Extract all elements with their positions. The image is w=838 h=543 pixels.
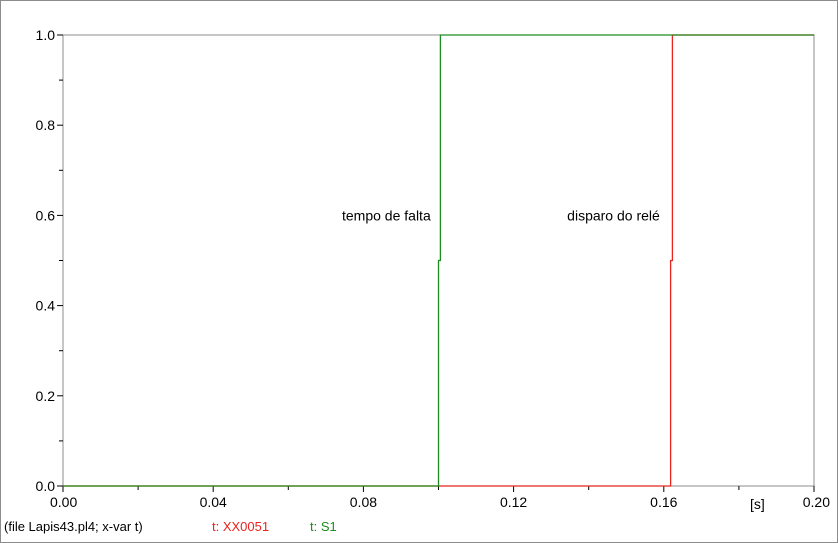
series-line-t-s1	[63, 34, 814, 487]
annotation-label: tempo de falta	[342, 207, 431, 223]
x-unit-label: [s]	[750, 496, 765, 512]
y-tick-label: 0.6	[36, 207, 56, 223]
x-tick-label: 0.20	[803, 494, 830, 510]
y-tick-label: 0.0	[36, 478, 56, 494]
axis-ticks	[57, 34, 815, 492]
x-tick-label: 0.12	[500, 494, 527, 510]
tick-labels: 0.0 0.2 0.4 0.6 0.8 1.0 0.00 0.04 0.08 0.12 0.16 0.…	[36, 27, 831, 510]
x-tick-label: 0.16	[650, 494, 677, 510]
series-lines	[63, 34, 814, 487]
footer-file-info: (file Lapis43.pl4; x-var t)	[4, 519, 143, 534]
annotations: tempo de falta disparo do relé	[342, 207, 660, 223]
x-tick-label: 0.00	[50, 494, 77, 510]
x-tick-label: 0.04	[200, 494, 227, 510]
y-tick-label: 1.0	[36, 27, 56, 43]
legend-entry-xx0051: t: XX0051	[212, 519, 269, 534]
annotation-label: disparo do relé	[567, 207, 660, 223]
legend-entry-s1: t: S1	[310, 519, 337, 534]
x-tick-label: 0.08	[350, 494, 377, 510]
y-tick-label: 0.2	[36, 388, 56, 404]
y-tick-label: 0.4	[36, 298, 56, 314]
y-tick-label: 0.8	[36, 117, 56, 133]
